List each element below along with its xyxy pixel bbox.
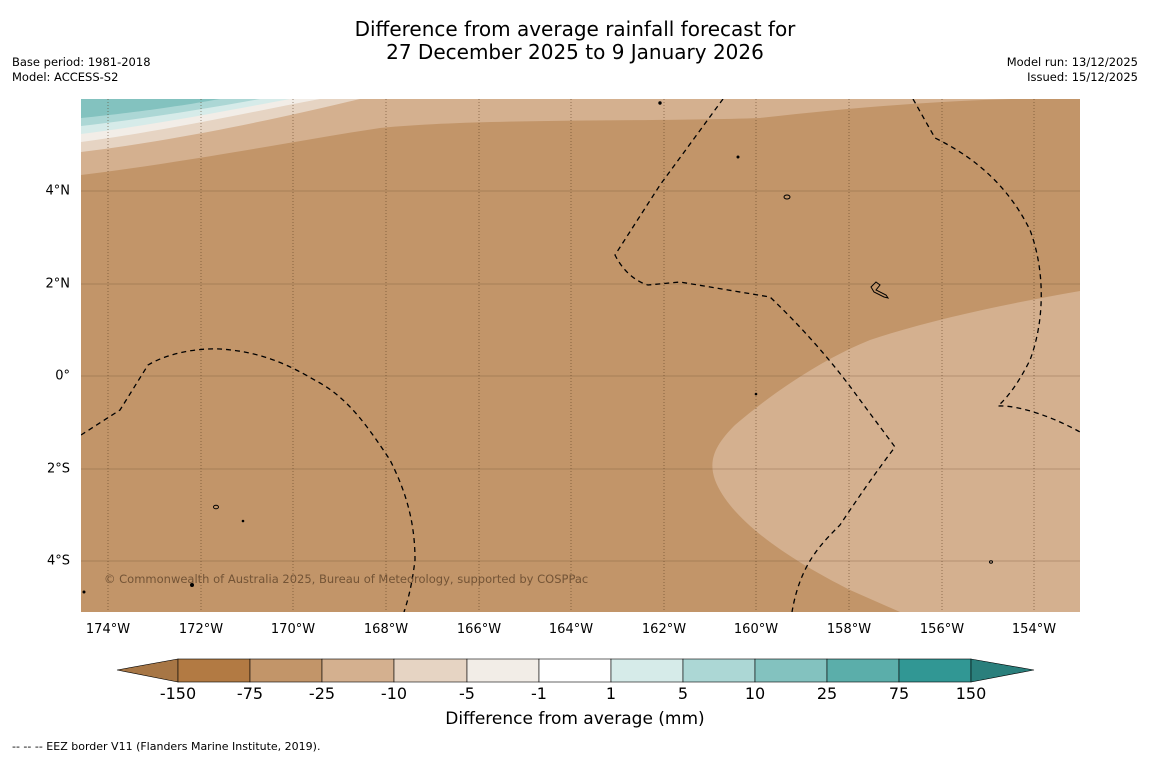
colorbar-segment bbox=[466, 658, 540, 683]
colorbar-tick-label: -10 bbox=[380, 684, 408, 703]
colorbar-segment bbox=[754, 658, 828, 683]
colorbar-tick-label: 10 bbox=[744, 684, 766, 703]
eez-border-central bbox=[614, 99, 896, 612]
colorbar-tick-label: 150 bbox=[955, 684, 987, 703]
eez-border-west bbox=[81, 348, 416, 612]
colorbar-segment bbox=[538, 658, 612, 683]
lat-label: 4°S bbox=[46, 553, 70, 569]
colorbar-segment bbox=[321, 658, 395, 683]
colorbar-extend-high bbox=[970, 658, 1035, 683]
colorbar-tick-label: 75 bbox=[888, 684, 910, 703]
island bbox=[870, 281, 890, 299]
lon-label: 166°W bbox=[456, 622, 502, 637]
island bbox=[736, 155, 740, 159]
colorbar-tick-label: -1 bbox=[531, 684, 547, 703]
lon-label: 170°W bbox=[270, 622, 316, 637]
lat-label: 4°N bbox=[45, 183, 71, 199]
eez-border-east bbox=[912, 99, 1080, 433]
lon-label: 162°W bbox=[641, 622, 687, 637]
lon-label: 172°W bbox=[178, 622, 224, 637]
lon-label: 164°W bbox=[548, 622, 594, 637]
colorbar-tick-label: -150 bbox=[159, 684, 197, 703]
lon-label: 154°W bbox=[1011, 622, 1057, 637]
colorbar-tick-label: 1 bbox=[605, 684, 617, 703]
base-period: Base period: 1981-2018 bbox=[12, 55, 151, 69]
lon-label: 158°W bbox=[826, 622, 872, 637]
title-line-1: Difference from average rainfall forecas… bbox=[354, 17, 796, 41]
map-area bbox=[81, 99, 1080, 612]
colorbar-tick-label: -75 bbox=[236, 684, 264, 703]
colorbar-tick-label: -25 bbox=[308, 684, 336, 703]
island bbox=[82, 590, 86, 594]
map-title: Difference from average rainfall forecas… bbox=[0, 18, 1150, 64]
islands bbox=[82, 101, 993, 594]
anomaly-band-dry-moderate bbox=[81, 99, 1080, 175]
lat-label: 2°N bbox=[45, 276, 71, 292]
island bbox=[658, 101, 662, 105]
colorbar-segment bbox=[393, 658, 468, 683]
eez-footnote: -- -- -- EEZ border V11 (Flanders Marine… bbox=[12, 740, 321, 753]
model-run: Model run: 13/12/2025 bbox=[1006, 55, 1138, 69]
colorbar-segment bbox=[826, 658, 900, 683]
meta-left: Base period: 1981-2018 Model: ACCESS-S2 bbox=[12, 55, 151, 85]
colorbar-tick-label: 5 bbox=[677, 684, 689, 703]
island bbox=[754, 392, 758, 396]
model-name: Model: ACCESS-S2 bbox=[12, 70, 119, 84]
eez-borders bbox=[81, 99, 1080, 612]
colorbar bbox=[116, 658, 1035, 683]
colorbar-segment bbox=[177, 658, 251, 683]
island bbox=[190, 583, 194, 587]
copyright-notice: © Commonwealth of Australia 2025, Bureau… bbox=[104, 572, 589, 586]
island bbox=[241, 519, 245, 523]
lon-label: 160°W bbox=[733, 622, 779, 637]
lon-label: 174°W bbox=[85, 622, 131, 637]
lon-label: 156°W bbox=[919, 622, 965, 637]
island bbox=[783, 194, 791, 200]
latitude-gridlines bbox=[81, 190, 1080, 562]
lat-label: 0° bbox=[55, 368, 70, 384]
issued-date: Issued: 15/12/2025 bbox=[1027, 70, 1138, 84]
lon-label: 168°W bbox=[363, 622, 409, 637]
island bbox=[989, 560, 993, 564]
colorbar-segment bbox=[610, 658, 684, 683]
title-line-2: 27 December 2025 to 9 January 2026 bbox=[386, 40, 764, 64]
colorbar-segment bbox=[249, 658, 323, 683]
colorbar-segment bbox=[682, 658, 756, 683]
island bbox=[213, 504, 219, 510]
meta-right: Model run: 13/12/2025 Issued: 15/12/2025 bbox=[1007, 55, 1138, 85]
colorbar-tick-label: -5 bbox=[459, 684, 475, 703]
anomaly-region-dry-moderate bbox=[712, 291, 1080, 612]
colorbar-tick-label: 25 bbox=[816, 684, 838, 703]
colorbar-extend-low bbox=[116, 658, 179, 683]
lat-label: 2°S bbox=[46, 461, 70, 477]
colorbar-segment bbox=[898, 658, 972, 683]
anomaly-band-wet-strong bbox=[81, 99, 220, 118]
colorbar-title: Difference from average (mm) bbox=[445, 709, 705, 729]
